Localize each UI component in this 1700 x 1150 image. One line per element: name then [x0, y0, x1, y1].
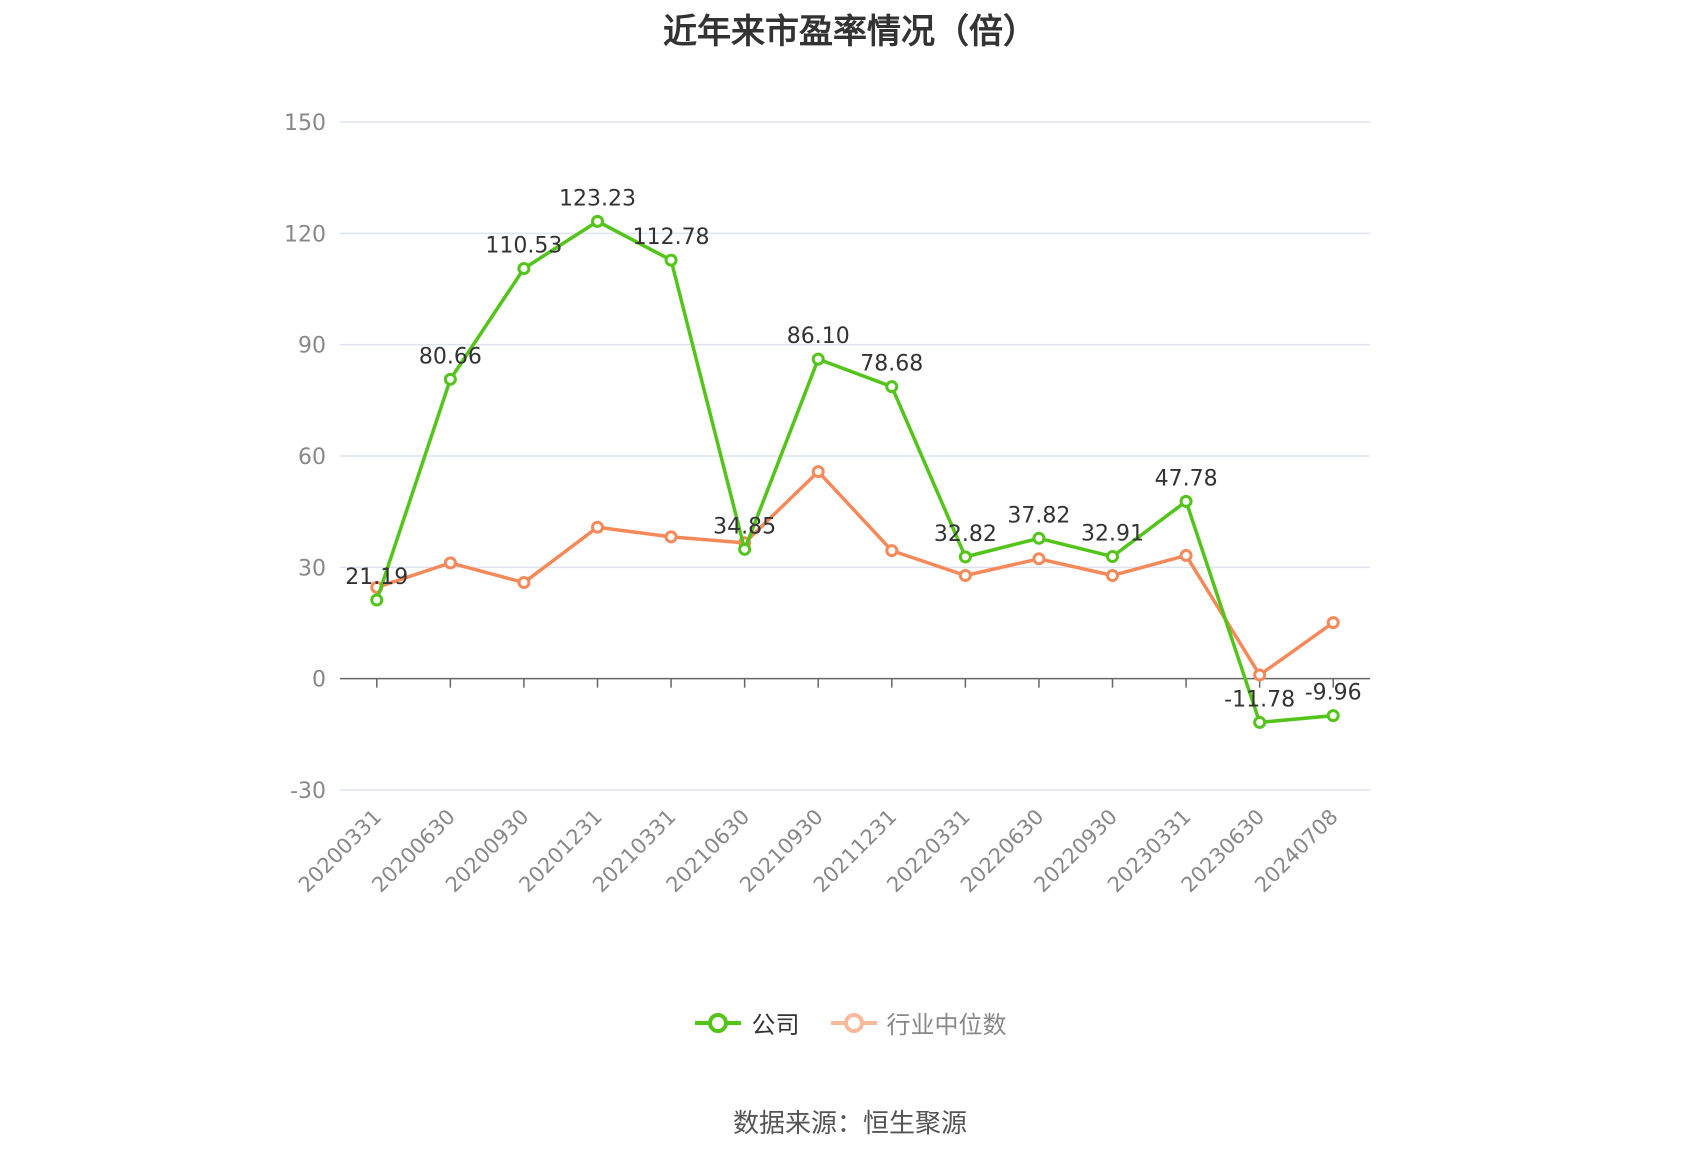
- legend-label-industry: 行业中位数: [886, 1011, 1007, 1039]
- x-axis: [340, 677, 1370, 688]
- data-label: 112.78: [633, 225, 710, 250]
- data-label: 32.82: [934, 522, 997, 547]
- data-label: 78.68: [860, 352, 923, 377]
- data-point[interactable]: [370, 593, 384, 607]
- data-label: -9.96: [1305, 681, 1362, 706]
- legend: 公司 行业中位数: [0, 1005, 1700, 1040]
- data-point[interactable]: [958, 550, 972, 564]
- legend-item-company[interactable]: 公司: [693, 1005, 799, 1040]
- data-label: 47.78: [1155, 466, 1218, 491]
- data-label: 123.23: [559, 186, 636, 211]
- data-point[interactable]: [443, 556, 457, 570]
- chart-title: 近年来市盈率情况（倍）: [663, 12, 1037, 52]
- y-tick-label: -30: [290, 779, 326, 804]
- legend-item-industry[interactable]: 行业中位数: [829, 1005, 1007, 1040]
- data-label: 34.85: [713, 514, 776, 539]
- data-point[interactable]: [1179, 494, 1193, 508]
- data-point[interactable]: [443, 372, 457, 386]
- data-label: -11.78: [1224, 687, 1295, 712]
- y-tick-label: 120: [284, 222, 326, 247]
- data-point[interactable]: [958, 568, 972, 582]
- data-point[interactable]: [591, 520, 604, 534]
- data-point[interactable]: [811, 352, 825, 366]
- data-point[interactable]: [811, 465, 825, 479]
- data-point[interactable]: [738, 542, 752, 556]
- data-label: 80.66: [419, 344, 482, 369]
- y-tick-label: 0: [312, 668, 326, 693]
- x-axis-labels: 2020033120200630202009302020123120210331…: [294, 805, 1343, 898]
- series-line-0: [375, 219, 1334, 725]
- y-tick-label: 150: [284, 111, 326, 136]
- data-point[interactable]: [885, 544, 899, 558]
- grid-lines: [340, 121, 1370, 791]
- data-point[interactable]: [591, 214, 604, 228]
- legend-line-icon: [695, 1012, 742, 1033]
- y-tick-label: 90: [298, 334, 326, 359]
- legend-line-icon: [830, 1012, 877, 1033]
- data-point[interactable]: [664, 253, 678, 267]
- data-label: 21.19: [345, 565, 408, 590]
- data-point[interactable]: [1032, 531, 1046, 545]
- data-point[interactable]: [517, 261, 531, 275]
- data-point[interactable]: [1179, 548, 1193, 562]
- data-label: 86.10: [787, 324, 850, 349]
- data-point[interactable]: [664, 530, 678, 544]
- data-point[interactable]: [1326, 709, 1340, 723]
- data-label: 110.53: [485, 233, 562, 258]
- series-lines: [370, 214, 1340, 729]
- data-point[interactable]: [885, 380, 899, 394]
- data-labels: 21.19 80.66 110.53 123.23 112.78 34.85 86.10 78…: [345, 186, 1361, 712]
- y-axis-ticks: 150 120 90 60 30 0 -30: [284, 111, 326, 804]
- data-point[interactable]: [1253, 715, 1267, 729]
- data-label: 32.91: [1081, 522, 1144, 547]
- data-source: 数据来源：恒生聚源: [732, 1109, 967, 1139]
- data-point[interactable]: [1106, 568, 1119, 582]
- legend-label-company: 公司: [751, 1011, 800, 1039]
- data-label: 37.82: [1007, 503, 1070, 528]
- y-tick-label: 30: [298, 556, 326, 581]
- data-point[interactable]: [1253, 668, 1267, 682]
- data-point[interactable]: [1032, 552, 1046, 566]
- data-point[interactable]: [1326, 616, 1340, 630]
- data-point[interactable]: [1106, 550, 1119, 564]
- y-tick-label: 60: [298, 445, 326, 470]
- data-point[interactable]: [517, 576, 531, 590]
- series-line-1: [376, 469, 1335, 677]
